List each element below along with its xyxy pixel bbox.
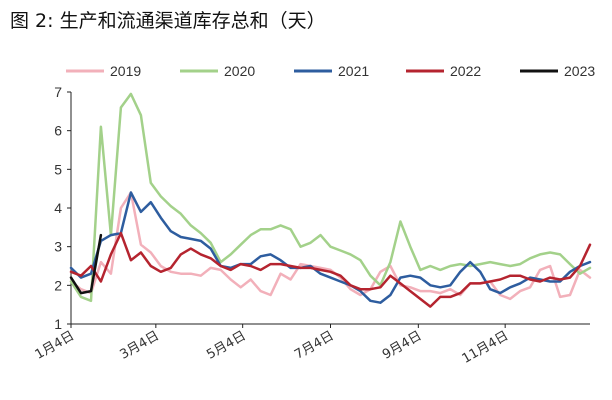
x-tick-label: 7月4日 xyxy=(292,328,336,362)
series-lines xyxy=(69,92,592,308)
y-tick-label: 5 xyxy=(54,161,62,177)
y-tick-label: 2 xyxy=(54,277,62,293)
x-tick-label: 3月4日 xyxy=(117,328,161,362)
legend-label-2021: 2021 xyxy=(338,63,369,79)
y-tick-label: 6 xyxy=(54,123,62,139)
series-line-2020 xyxy=(69,92,592,303)
y-axis-ticks: 1 2 3 4 5 6 7 xyxy=(54,84,71,332)
legend-label-2020: 2020 xyxy=(224,63,255,79)
x-tick-label: 1月4日 xyxy=(33,328,77,362)
y-tick-label: 4 xyxy=(54,200,62,216)
series-line-2021 xyxy=(69,191,592,304)
x-tick-label: 5月4日 xyxy=(204,328,248,362)
legend-label-2019: 2019 xyxy=(110,63,141,79)
y-tick-label: 3 xyxy=(54,239,62,255)
chart-title: 图 2: 生产和流通渠道库存总和（天） xyxy=(10,10,326,32)
series-line-2023 xyxy=(69,233,103,295)
legend-label-2023: 2023 xyxy=(564,63,595,79)
x-tick-label: 9月4日 xyxy=(380,328,424,362)
x-axis-ticks: 1月4日 3月4日 5月4日 7月4日 9月4日 11月4日 xyxy=(33,324,512,367)
x-tick-label: 11月4日 xyxy=(460,328,512,366)
series-line-2019 xyxy=(69,191,592,301)
y-tick-label: 7 xyxy=(54,84,62,100)
series-line-2022 xyxy=(69,231,592,308)
legend: 2019 2020 2021 2022 2023 xyxy=(66,63,595,79)
legend-label-2022: 2022 xyxy=(450,63,481,79)
y-tick-label: 1 xyxy=(54,316,62,332)
